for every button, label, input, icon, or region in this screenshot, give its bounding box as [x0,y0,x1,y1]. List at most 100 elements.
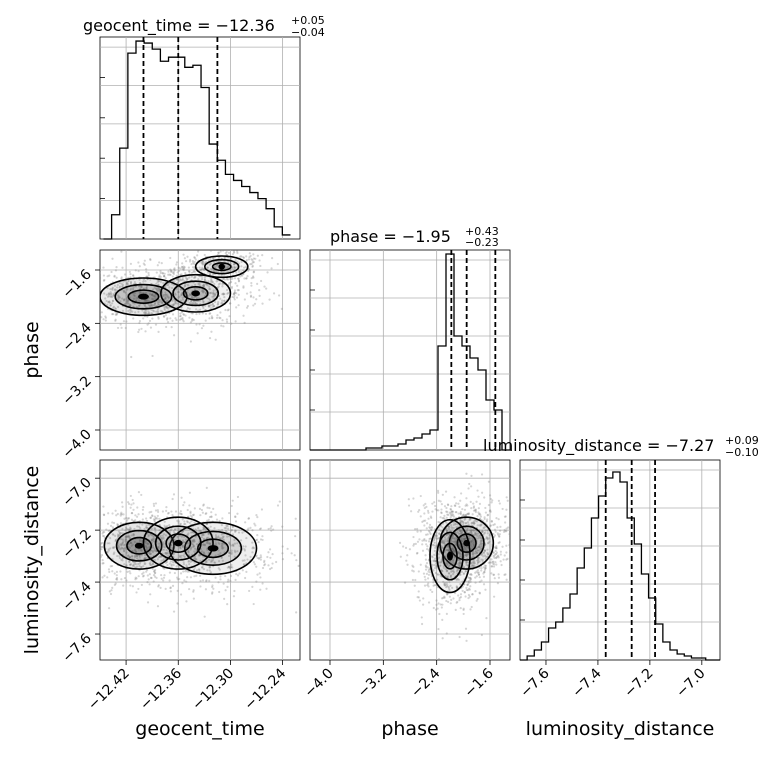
scatter-point [161,301,164,304]
scatter-point [68,525,70,527]
scatter-point [187,266,190,269]
scatter-point [465,563,468,567]
scatter-point [108,301,111,304]
scatter-point [207,518,210,521]
scatter-point [233,265,236,269]
scatter-point [475,532,478,536]
scatter-point [245,306,249,309]
scatter-point [469,578,473,581]
scatter-point [445,529,448,533]
scatter-point [447,525,450,528]
scatter-point [181,539,185,542]
scatter-point [110,294,113,298]
scatter-point [454,538,457,541]
scatter-point [92,312,94,314]
scatter-point [204,588,208,591]
scatter-point [145,309,148,312]
scatter-point [109,547,112,550]
scatter-point [149,258,152,262]
scatter-point [113,583,116,586]
scatter-point [157,311,160,314]
scatter-point [452,534,455,537]
scatter-point [177,527,181,530]
scatter-point [104,315,107,318]
scatter-point [182,320,185,323]
scatter-point [189,511,192,515]
scatter-point [471,513,474,516]
scatter-point [495,545,498,548]
scatter-point [120,513,124,516]
scatter-point [224,589,227,592]
scatter-point [119,300,122,303]
scatter-point [244,521,247,524]
scatter-point [447,525,450,528]
scatter-point [438,612,441,616]
scatter-point [220,556,223,559]
scatter-point [130,541,133,545]
scatter-point [243,244,245,246]
scatter-point [468,529,472,532]
scatter-point [232,268,235,271]
scatter-point [127,302,131,305]
scatter-point [149,563,152,567]
scatter-point [268,298,271,301]
scatter-point [192,270,195,274]
scatter-point [454,539,457,543]
scatter-point [478,545,481,549]
scatter-point [214,513,217,516]
scatter-point [161,534,164,537]
scatter-point [435,578,439,581]
scatter-point [214,576,217,579]
scatter-point [165,325,168,329]
scatter-point [145,286,148,290]
scatter-point [181,298,185,301]
scatter-point [153,538,156,541]
scatter-point [163,272,166,275]
scatter-point [106,542,109,545]
scatter-point [459,529,462,533]
scatter-point [135,550,138,554]
scatter-point [472,505,476,508]
scatter-point [418,508,421,512]
scatter-point [202,533,205,536]
scatter-point [152,549,155,552]
scatter-point [210,279,213,282]
scatter-point [175,288,178,291]
scatter-point [184,314,187,317]
scatter-point [438,532,441,535]
scatter-point [169,268,172,271]
scatter-point [456,563,459,566]
scatter-point [442,542,445,545]
scatter-point [170,326,173,329]
hist-bar [634,544,641,660]
scatter-point [440,568,443,572]
scatter-point [261,582,264,585]
scatter-point [100,552,101,555]
scatter-point [480,539,483,542]
scatter-point [478,576,481,579]
hist-bar [250,193,258,239]
scatter-point [423,584,427,587]
scatter-point [145,546,148,549]
scatter-point [482,551,486,554]
scatter-point [125,516,128,520]
scatter-point [213,265,216,269]
scatter-point [399,555,402,558]
panel-frame [309,459,511,661]
scatter-point [427,570,430,573]
scatter-point [487,537,491,540]
scatter-point [460,538,463,541]
scatter-point [123,576,127,580]
scatter-series [398,472,510,660]
scatter-point [495,556,498,560]
scatter-point [176,576,179,579]
scatter-point [215,536,218,539]
scatter-point [165,551,169,555]
scatter-point [479,547,482,550]
scatter-point [121,505,124,508]
grid [310,250,510,450]
scatter-point [148,552,151,555]
scatter-point [83,305,85,307]
scatter-point [129,526,132,529]
scatter-point [176,578,179,581]
